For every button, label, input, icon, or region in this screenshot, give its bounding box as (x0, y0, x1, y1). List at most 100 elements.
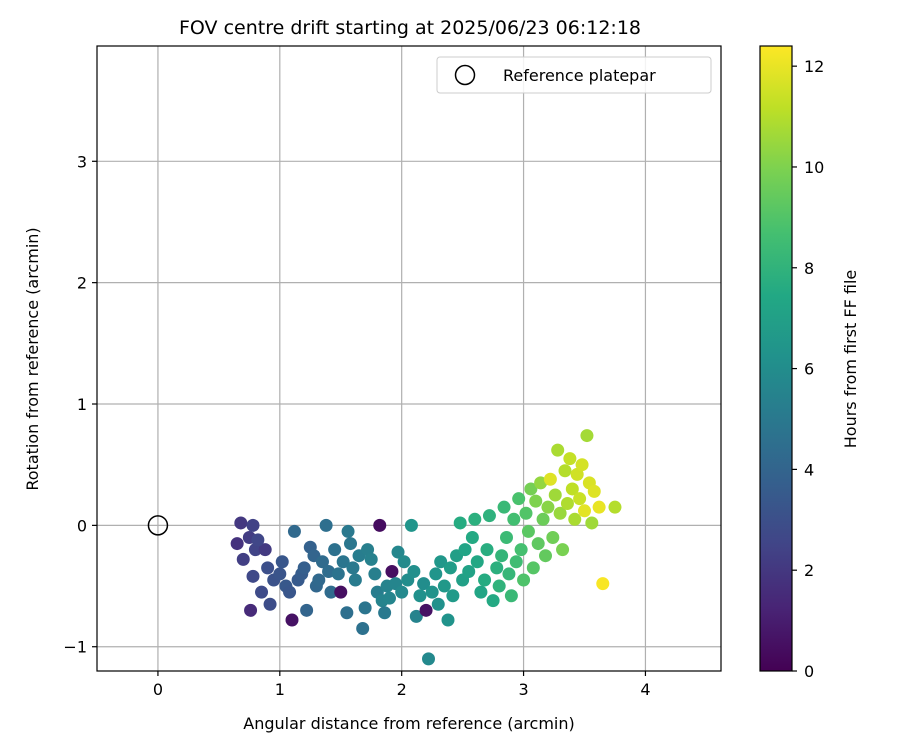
data-point (246, 518, 260, 532)
data-point (328, 543, 342, 557)
data-point (585, 516, 599, 530)
data-point (507, 512, 521, 526)
data-point (397, 555, 411, 569)
data-point (236, 552, 250, 566)
data-point (517, 573, 531, 587)
data-point (546, 531, 560, 545)
colorbar-tick-label: 4 (804, 460, 814, 479)
data-point (356, 622, 370, 636)
data-point (541, 500, 555, 514)
data-point (244, 603, 258, 617)
data-point (364, 552, 378, 566)
data-point (319, 518, 333, 532)
data-point (331, 567, 345, 581)
legend-marker (454, 64, 476, 86)
data-point (514, 543, 528, 557)
data-point (519, 506, 533, 520)
data-point (322, 564, 336, 578)
x-axis-ticks: 0 1 2 3 4 (153, 671, 651, 699)
data-point (334, 585, 348, 599)
data-point (336, 555, 350, 569)
data-point (531, 537, 545, 551)
data-point (383, 591, 396, 605)
data-point (497, 500, 511, 514)
data-points (230, 429, 622, 666)
data-point (404, 518, 418, 532)
data-point (358, 601, 372, 615)
colorbar-tick-label: 12 (804, 57, 824, 76)
legend-box (436, 56, 712, 94)
data-point (486, 594, 500, 608)
data-point (255, 585, 269, 599)
data-point (341, 524, 355, 538)
data-point (441, 613, 455, 627)
data-point (340, 606, 354, 620)
data-point (575, 458, 589, 472)
data-point (608, 500, 622, 514)
reference-point-marker (147, 515, 169, 536)
data-point (529, 494, 543, 508)
data-point (246, 569, 260, 583)
data-point (568, 512, 582, 526)
plot-frame (96, 45, 722, 672)
data-point (413, 589, 427, 603)
x-axis-label: Angular distance from reference (arcmin) (243, 714, 574, 733)
data-point (482, 509, 496, 523)
data-point (248, 543, 262, 557)
data-point (434, 555, 448, 569)
data-point (391, 545, 405, 559)
data-point (465, 531, 479, 545)
data-point (422, 652, 435, 666)
data-point (453, 516, 467, 530)
data-point (492, 579, 506, 593)
y-tick-label: 3 (77, 152, 87, 171)
data-point (509, 555, 523, 569)
data-point (234, 516, 248, 530)
data-point (521, 524, 535, 538)
x-tick-label: 0 (153, 680, 163, 699)
y-tick-label: −1 (63, 638, 87, 657)
data-point (263, 597, 277, 611)
colorbar-tick-label: 10 (804, 158, 824, 177)
data-point (474, 585, 488, 599)
data-point (462, 564, 476, 578)
data-point (378, 606, 392, 620)
y-tick-label: 0 (77, 516, 87, 535)
plot-area: 0 1 2 3 4 −1 0 1 2 3 (63, 45, 722, 699)
data-point (312, 573, 326, 587)
data-point (385, 564, 399, 578)
colorbar-gradient (760, 46, 792, 671)
data-point (315, 555, 329, 569)
colorbar-label: Hours from first FF file (841, 270, 860, 449)
data-point (348, 573, 362, 587)
data-point (468, 512, 482, 526)
legend: Reference platepar (436, 56, 712, 94)
data-point (504, 589, 518, 603)
data-point (534, 476, 548, 490)
data-point (536, 512, 550, 526)
data-point (285, 613, 299, 627)
colorbar: 0 2 4 6 8 10 12 Hours from first FF file (759, 45, 860, 681)
data-point (429, 567, 443, 581)
data-point (570, 467, 584, 481)
x-tick-label: 1 (275, 680, 285, 699)
colorbar-tick-label: 2 (804, 561, 814, 580)
data-point (578, 504, 591, 518)
data-point (512, 492, 526, 506)
chart-title: FOV centre drift starting at 2025/06/23 … (179, 17, 641, 39)
data-point (425, 585, 439, 599)
data-point (558, 464, 572, 478)
data-point (273, 567, 287, 581)
data-point (478, 573, 492, 587)
data-point (324, 585, 338, 599)
data-point (495, 549, 509, 563)
data-point (300, 603, 314, 617)
data-point (368, 567, 382, 581)
x-tick-label: 4 (640, 680, 650, 699)
data-point (407, 564, 421, 578)
data-point (437, 579, 451, 593)
data-point (573, 492, 587, 506)
y-tick-label: 1 (77, 395, 87, 414)
data-point (417, 577, 431, 591)
y-axis-ticks: −1 0 1 2 3 (63, 152, 97, 657)
